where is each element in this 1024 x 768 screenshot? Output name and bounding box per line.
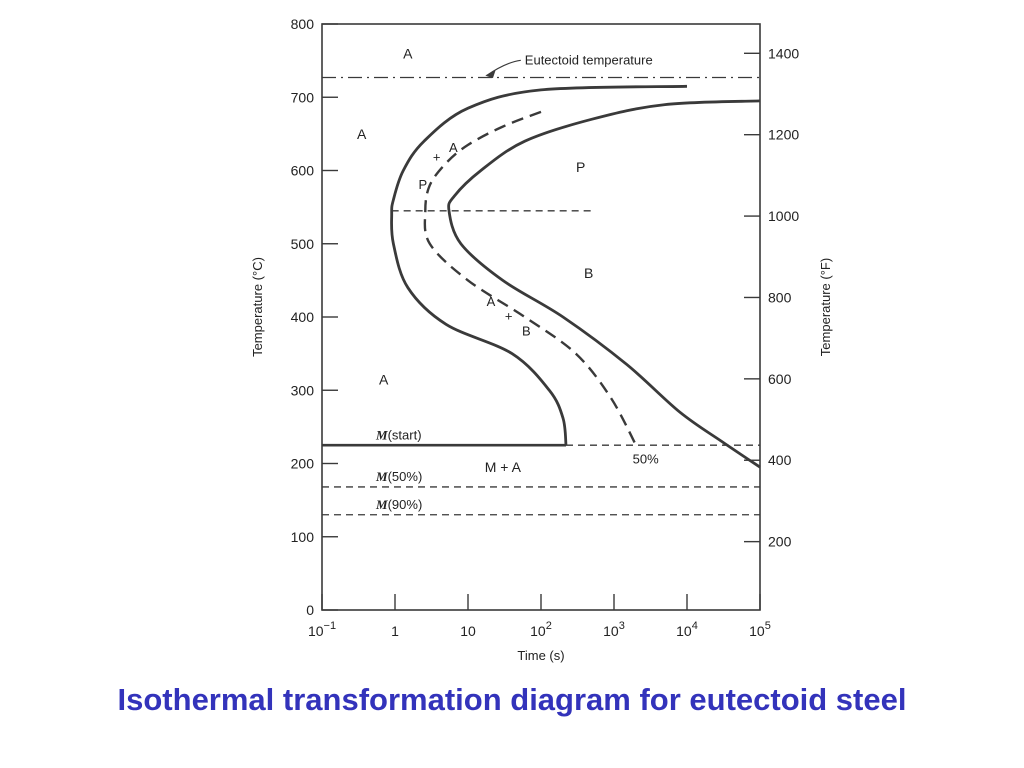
y2-tick-label: 1400 — [768, 45, 799, 61]
ttt-diagram: 0 100 200 300 400 500 600 700 800 200 400 600 800 100… — [250, 16, 833, 663]
x-tick-label: 102 — [530, 620, 552, 639]
annotation-m-start-label: M(start) — [375, 427, 422, 442]
region-label: A — [357, 126, 367, 142]
y2-tick-label: 600 — [768, 371, 792, 387]
x-tick-label: 103 — [603, 620, 625, 639]
annotation-pa-A: A — [449, 140, 458, 155]
x-axis-title: Time (s) — [517, 648, 564, 663]
curve-fifty-percent — [423, 110, 638, 446]
y-tick-label: 600 — [291, 163, 315, 179]
annotation-fifty-label: 50% — [633, 452, 659, 467]
y2-tick-label: 400 — [768, 452, 792, 468]
y-tick-label: 400 — [291, 309, 315, 325]
ttt-chart-svg: 0 100 200 300 400 500 600 700 800 200 400 600 800 100… — [250, 16, 833, 663]
annotation-pa-P: P — [419, 177, 428, 192]
y-tick-label: 500 — [291, 236, 315, 252]
y2-axis-title: Temperature (°F) — [818, 258, 833, 356]
annotation-eutectoid-label: Eutectoid temperature — [525, 52, 653, 67]
y-axis-title: Temperature (°C) — [250, 257, 265, 357]
y-tick-label: 800 — [291, 16, 315, 32]
y-tick-label: 200 — [291, 456, 315, 472]
y-tick-label: 100 — [291, 529, 315, 545]
curve-start — [390, 84, 688, 446]
y2-tick-label: 1000 — [768, 208, 799, 224]
annotation-m90-label: M(90%) — [375, 497, 422, 512]
annotation-ab-A: A — [487, 294, 496, 309]
x-tick-label: 104 — [676, 620, 698, 639]
eutectoid-arrowhead — [485, 70, 496, 79]
y-tick-label: 0 — [306, 602, 314, 618]
x-tick-label: 105 — [749, 620, 771, 639]
x-tick-label: 1 — [391, 623, 399, 639]
annotation-ab-B: B — [522, 323, 531, 338]
region-label: B — [584, 265, 593, 281]
chart-caption: Isothermal transformation diagram for eu… — [117, 682, 907, 717]
y2-tick-label: 800 — [768, 289, 792, 305]
region-label: M + A — [485, 459, 522, 475]
x-tick-label: 10−1 — [308, 620, 336, 639]
region-label: A — [403, 45, 413, 61]
annotation-m50-label: M(50%) — [375, 469, 422, 484]
y2-tick-label: 200 — [768, 534, 792, 550]
curve-finish — [447, 99, 761, 469]
region-label: A — [379, 371, 389, 387]
y-tick-label: 300 — [291, 382, 315, 398]
x-tick-label: 10 — [460, 623, 476, 639]
annotation-ab-plus: + — [505, 309, 513, 324]
y-tick-label: 700 — [291, 89, 315, 105]
annotation-pa-plus: + — [433, 150, 441, 165]
y2-tick-label: 1200 — [768, 127, 799, 143]
region-label: P — [576, 159, 585, 175]
